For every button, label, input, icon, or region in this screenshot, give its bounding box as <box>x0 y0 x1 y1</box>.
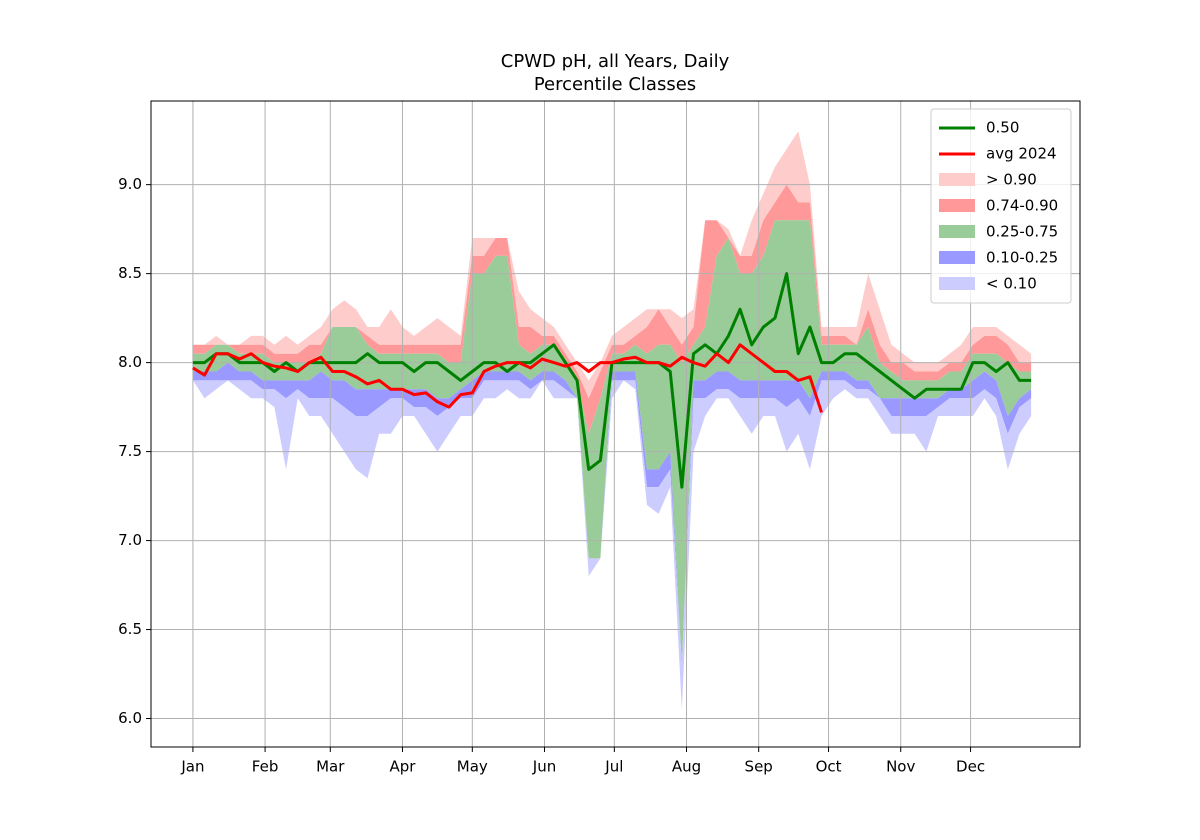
legend-label: avg 2024 <box>986 145 1057 163</box>
chart-subtitle: Percentile Classes <box>534 74 696 95</box>
legend-label: 0.50 <box>986 119 1019 137</box>
legend-label: 0.25-0.75 <box>986 223 1058 241</box>
legend-label: < 0.10 <box>986 275 1037 293</box>
x-tick-label: Jan <box>180 758 204 776</box>
y-tick-label: 7.0 <box>118 531 142 549</box>
legend-swatch <box>939 225 975 238</box>
legend-label: 0.10-0.25 <box>986 249 1058 267</box>
x-tick-label: May <box>457 758 488 776</box>
y-tick-label: 8.5 <box>118 264 142 282</box>
band-area <box>192 380 1032 710</box>
y-tick-label: 7.5 <box>118 442 142 460</box>
y-tick-label: 9.0 <box>118 175 142 193</box>
x-tick-label: Aug <box>672 758 701 776</box>
x-tick-label: Mar <box>316 758 345 776</box>
band-area <box>192 362 1032 666</box>
plot-frame <box>150 100 1081 748</box>
legend-swatch <box>939 251 975 264</box>
legend-swatch <box>939 173 975 186</box>
x-tick-label: Jul <box>604 758 623 776</box>
x-tick-label: Nov <box>886 758 915 776</box>
y-tick-label: 6.5 <box>118 620 142 638</box>
x-tick-label: Jun <box>532 758 556 776</box>
legend-swatch <box>939 277 975 290</box>
x-tick-label: Oct <box>816 758 842 776</box>
x-tick-label: Dec <box>956 758 985 776</box>
chart-title: CPWD pH, all Years, Daily <box>501 51 730 72</box>
y-tick-label: 6.0 <box>118 709 142 727</box>
x-tick-label: Sep <box>745 758 773 776</box>
x-tick-label: Apr <box>389 758 416 776</box>
y-tick-label: 8.0 <box>118 353 142 371</box>
x-tick-label: Feb <box>252 758 279 776</box>
series-line <box>192 343 823 413</box>
legend-swatch <box>939 199 975 212</box>
legend-label: 0.74-0.90 <box>986 197 1058 215</box>
legend-label: > 0.90 <box>986 171 1037 189</box>
